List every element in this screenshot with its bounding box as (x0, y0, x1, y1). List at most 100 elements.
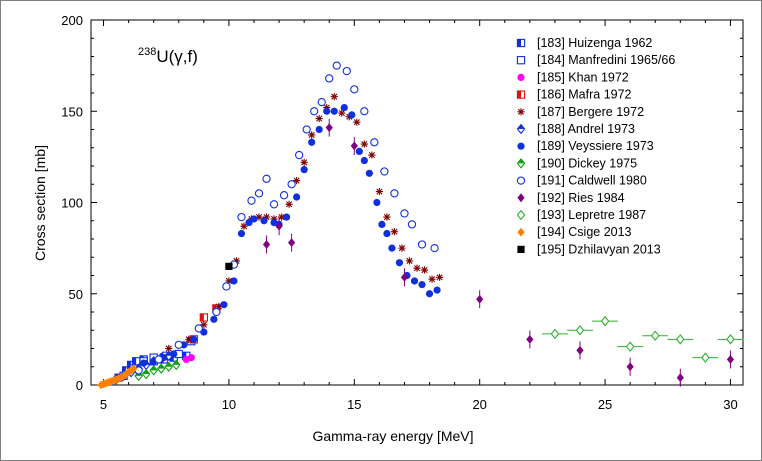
y-tick-label: 50 (69, 287, 83, 302)
legend-label: [195] Dzhilavyan 2013 (537, 242, 661, 256)
legend-marker (517, 159, 525, 164)
data-point (428, 275, 436, 283)
data-point (310, 107, 319, 116)
legend-label: [187] Bergere 1972 (537, 105, 644, 119)
data-point (225, 277, 233, 285)
legend-entry: [184] Manfredini 1965/66 (516, 53, 675, 67)
data-point (130, 364, 138, 373)
data-point (277, 213, 286, 221)
legend-marker (517, 245, 525, 253)
data-point (330, 107, 338, 115)
legend-marker (517, 227, 525, 237)
legend-entry: [193] Lepretre 1987 (516, 208, 646, 222)
data-point (210, 315, 218, 323)
data-point (288, 238, 296, 248)
legend-label: [185] Khan 1972 (537, 70, 629, 84)
data-point (650, 330, 660, 341)
legend-entry: [194] Csige 2013 (517, 225, 632, 239)
data-point (222, 282, 231, 291)
data-point (350, 141, 358, 151)
data-point (390, 228, 399, 236)
data-point (425, 290, 434, 298)
data-point (365, 169, 373, 177)
data-point (400, 209, 409, 218)
x-tick-label: 25 (598, 397, 612, 412)
data-point (225, 262, 233, 270)
data-point (625, 341, 635, 352)
legend-entry: [190] Dickey 1975 (516, 156, 637, 170)
legend-marker (516, 56, 526, 65)
data-point (308, 138, 316, 146)
legend-marker (517, 73, 525, 81)
series-ries-1984 (262, 118, 735, 387)
data-point (407, 220, 417, 229)
legend-label: [191] Caldwell 1980 (537, 174, 647, 188)
data-point (232, 257, 241, 265)
data-point (368, 151, 376, 159)
data-point (172, 360, 180, 365)
legend-label: [189] Veyssiere 1973 (537, 139, 654, 153)
data-point (260, 217, 268, 225)
series-dzhilavyan-2013 (225, 262, 233, 270)
data-point (240, 222, 248, 230)
data-point (576, 345, 584, 355)
data-point (275, 221, 283, 231)
data-point (418, 281, 426, 289)
data-point (390, 189, 399, 198)
data-point (185, 335, 193, 343)
data-point (675, 334, 685, 345)
data-point (187, 354, 195, 362)
data-point (338, 109, 346, 117)
data-point (410, 277, 419, 285)
data-point (400, 272, 409, 282)
data-point (417, 240, 427, 249)
y-tick-label: 200 (61, 13, 83, 28)
x-axis-title: Gamma-ray energy [MeV] (312, 428, 473, 444)
data-point (315, 114, 323, 123)
legend-marker (517, 142, 525, 150)
y-tick-label: 0 (76, 378, 83, 393)
data-point (262, 240, 271, 249)
data-point (283, 213, 291, 221)
data-point (413, 264, 421, 272)
data-point (433, 286, 441, 294)
data-point (245, 218, 253, 227)
data-point (285, 200, 293, 208)
data-point (190, 335, 198, 343)
data-point (300, 158, 308, 166)
legend-label: [183] Huizenga 1962 (537, 36, 652, 50)
legend-marker (517, 108, 525, 116)
data-point (360, 107, 369, 116)
data-point (332, 61, 341, 70)
data-point (230, 277, 238, 285)
legend-entry: [195] Dzhilavyan 2013 (517, 242, 661, 256)
data-point (140, 359, 148, 367)
legend-label: [188] Andrel 1973 (537, 122, 635, 136)
data-point (200, 313, 204, 322)
series-khan-1972 (182, 354, 195, 364)
data-point (220, 301, 228, 309)
data-point (174, 340, 183, 349)
data-point (154, 355, 163, 364)
data-point (701, 352, 710, 363)
data-point (370, 138, 379, 147)
data-point (247, 196, 256, 205)
data-point (170, 354, 174, 362)
legend-marker (516, 209, 526, 221)
data-point (435, 273, 444, 281)
data-point (215, 302, 223, 311)
data-point (405, 257, 414, 265)
legend-marker (516, 176, 526, 185)
data-point (375, 187, 383, 196)
data-point (348, 111, 356, 119)
data-point (383, 229, 391, 238)
data-point (550, 328, 560, 340)
data-point (132, 357, 137, 365)
data-point (293, 177, 301, 185)
data-point (388, 244, 396, 252)
data-point (308, 131, 316, 139)
annotation-reaction: U(γ,f) (156, 47, 198, 66)
data-point (430, 243, 439, 253)
legend-label: [184] Manfredini 1965/66 (537, 53, 675, 67)
data-point (323, 107, 331, 115)
